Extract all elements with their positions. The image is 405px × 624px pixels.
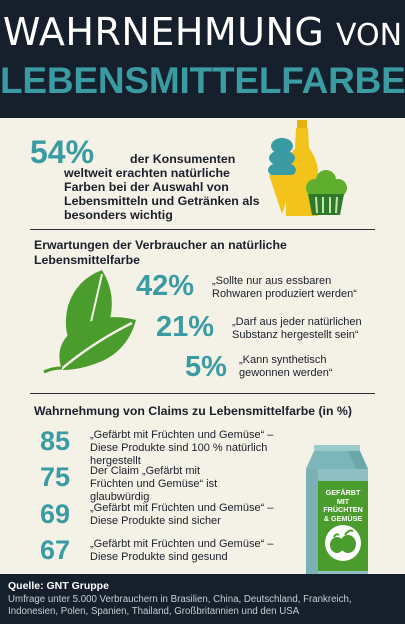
claim-text-2: Der Claim „Gefärbt mit Früchten und Gemü…	[90, 465, 218, 503]
claim-text-4: „Gefärbt mit Früchten und Gemüse“ – Dies…	[90, 538, 274, 563]
claim-value-3: 69	[40, 499, 71, 529]
claim-text-3: „Gefärbt mit Früchten und Gemüse“ – Dies…	[90, 502, 274, 527]
claim-value-1: 85	[40, 426, 71, 456]
title-line-1: WAHRNEHMUNG VON	[0, 10, 405, 54]
leaf-icon	[43, 270, 136, 374]
expectation-percent-2: 21%	[156, 311, 215, 343]
expectation-percent-3: 5%	[185, 351, 227, 383]
carton-label-line1: GEFÄRBT	[325, 488, 361, 497]
vegetable-icon	[325, 525, 361, 561]
food-illustration-icon	[268, 120, 347, 216]
intro-text: weltweit erachten natürliche Farben bei …	[64, 166, 260, 222]
footer: Quelle: GNT Gruppe Umfrage unter 5.000 V…	[0, 574, 405, 624]
claim-value-4: 67	[40, 535, 71, 565]
expectation-percent-1: 42%	[136, 270, 195, 302]
intro-percent: 54%	[30, 134, 95, 170]
claim-text-1: „Gefärbt mit Früchten und Gemüse“ – Dies…	[90, 429, 274, 467]
carton-label-line3: & GEMÜSE	[323, 513, 363, 523]
header-banner: WAHRNEHMUNG VON LEBENSMITTELFARBE	[0, 0, 405, 118]
claims-heading: Wahrnehmung von Claims zu Lebensmittelfa…	[34, 404, 352, 418]
title-line-2: LEBENSMITTELFARBE	[0, 60, 405, 101]
claim-value-2: 75	[40, 462, 71, 492]
carton-label-line2: MIT FRÜCHTEN	[323, 496, 363, 514]
section-divider-1	[30, 229, 375, 230]
expectations-heading: Erwartungen der Verbraucher an natürlich…	[34, 238, 287, 267]
footer-note: Umfrage unter 5.000 Verbrauchern in Bras…	[8, 594, 352, 617]
section-divider-2	[30, 393, 375, 394]
carton-label: GEFÄRBT MIT FRÜCHTEN & GEMÜSE	[318, 488, 368, 523]
expectation-text-2: „Darf aus jeder natürlichen Substanz her…	[232, 316, 362, 341]
expectation-text-1: „Sollte nur aus essbaren Rohwaren produz…	[212, 275, 357, 300]
intro-text-line1: der Konsumenten	[130, 152, 236, 166]
footer-source: Quelle: GNT Gruppe	[8, 580, 109, 592]
expectation-text-3: „Kann synthetisch gewonnen werden“	[239, 354, 333, 379]
title-word: WAHRNEHMUNG	[2, 10, 325, 54]
title-suffix: VON	[336, 18, 403, 53]
